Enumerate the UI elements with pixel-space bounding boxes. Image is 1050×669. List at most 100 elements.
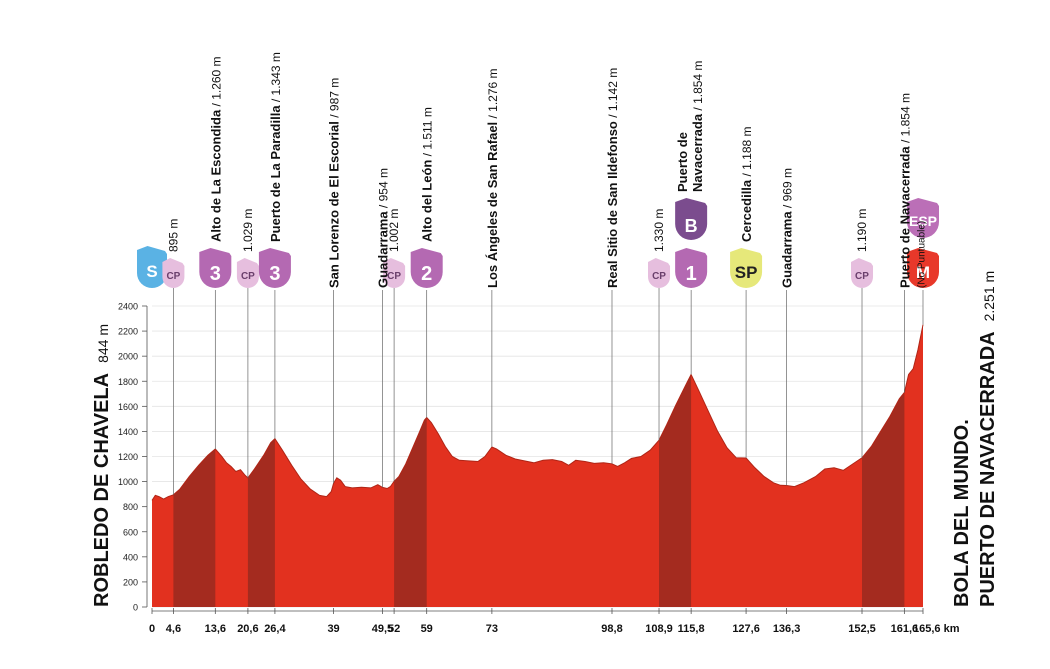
x-tick-label: 0 — [149, 623, 155, 635]
waypoint-altitude: / 1.511 m — [421, 107, 435, 159]
waypoint-name: Guadarrama — [375, 211, 390, 288]
leader-lines — [173, 288, 924, 495]
category-badge-label: 1 — [686, 263, 697, 285]
finish-badge-label: M — [916, 263, 930, 282]
y-tick-label: 600 — [123, 527, 138, 537]
y-tick-label: 2400 — [118, 302, 138, 312]
waypoint-altitude: / 1.854 m — [898, 93, 912, 146]
y-tick-label: 400 — [123, 552, 138, 562]
x-tick-label: 13,6 — [205, 623, 226, 635]
cp-badge-label: CP — [166, 271, 180, 282]
x-tick-label: 115,8 — [678, 623, 705, 635]
waypoint-altitude: / 987 m — [328, 78, 342, 121]
profile-fill — [152, 324, 923, 607]
x-tick-label: 165,6 km — [913, 623, 960, 635]
climb-shading — [862, 392, 905, 607]
sprint-badge-label: SP — [735, 263, 758, 282]
x-tick-label: 136,3 — [773, 623, 801, 635]
x-tick-label: 39 — [327, 623, 339, 635]
x-tick-label: 127,6 — [732, 623, 760, 635]
cp-badge-label: CP — [387, 271, 401, 282]
waypoint-name: Los Ángeles de San Rafael — [485, 122, 500, 288]
y-tick-label: 1200 — [118, 452, 138, 462]
cp-badge — [162, 258, 185, 288]
waypoint-altitude: / 1.188 m — [740, 126, 754, 179]
y-tick-label: 1000 — [118, 477, 138, 487]
waypoint-altitude: 1.002 m — [387, 209, 401, 252]
waypoint-note: (No Puntuable) — [916, 221, 927, 288]
x-tick-label: 161,6 — [891, 623, 919, 635]
cp-badge — [383, 258, 406, 288]
waypoint-label: Puerto de Navacerrada / 1.854 m — [897, 93, 912, 288]
waypoint-name: Puerto de — [675, 132, 690, 192]
waypoint-label: Alto de La Escondida / 1.260 m — [208, 56, 223, 242]
waypoint-label: Alto del León / 1.511 m — [420, 107, 435, 242]
finish-altitude-label: 2.251 m — [981, 271, 997, 322]
x-tick-label: 20,6 — [237, 623, 258, 635]
waypoint-label: Guadarrama / 954 m — [375, 168, 390, 288]
category-badge-label: 3 — [210, 263, 221, 285]
profile-area — [151, 324, 924, 607]
x-tick-label: 4,6 — [166, 623, 181, 635]
waypoint-altitude: / 954 m — [376, 168, 390, 211]
cp-badge — [851, 258, 874, 288]
waypoint-altitude: 1.029 m — [241, 209, 255, 252]
x-tick-label: 152,5 — [848, 623, 876, 635]
waypoint-name: Guadarrama — [780, 211, 795, 288]
waypoint-altitude: 1.330 m — [652, 209, 666, 252]
cp-badge-label: CP — [652, 271, 666, 282]
category-badge-label: 2 — [421, 263, 432, 285]
waypoint-label: Los Ángeles de San Rafael / 1.276 m — [485, 68, 500, 288]
x-tick-label: 59 — [421, 623, 433, 635]
waypoint-name: Puerto de La Paradilla — [268, 105, 283, 242]
start-badge — [137, 246, 167, 288]
category-badge — [199, 248, 232, 288]
waypoint-label: Guadarrama / 969 m — [780, 168, 795, 288]
finish-label-line-1: BOLA DEL MUNDO. — [951, 419, 973, 607]
waypoint-name: Alto del León — [420, 160, 435, 242]
y-tick-label: 1400 — [118, 427, 138, 437]
category-badge — [675, 248, 708, 288]
waypoint-label: Puerto de — [675, 132, 690, 192]
y-tick-label: 2200 — [118, 327, 138, 337]
start-town-label: ROBLEDO DE CHAVELA — [91, 373, 113, 607]
waypoint-altitude: / 969 m — [781, 168, 795, 211]
waypoint-name: Puerto de Navacerrada — [897, 146, 912, 288]
waypoint-name: Alto de La Escondida — [208, 109, 223, 242]
waypoint-label-line-2: Navacerrada / 1.854 m — [690, 61, 705, 192]
waypoint-label: Real Sitio de San Ildefonso / 1.142 m — [605, 68, 620, 288]
waypoint-altitude: / 1.343 m — [269, 52, 283, 105]
waypoint-label: Puerto de La Paradilla / 1.343 m — [268, 52, 283, 242]
sprint-badge — [730, 248, 763, 288]
y-axis: 0 200 400 600 800 1000 1200 1400 1600 1800 2000 220… — [118, 302, 148, 613]
cp-badge — [236, 258, 259, 288]
y-tick-label: 1600 — [118, 402, 138, 412]
waypoint-label: Cercedilla / 1.188 m — [739, 126, 754, 242]
x-tick-label: 52 — [388, 623, 400, 635]
x-tick-label: 98,8 — [601, 623, 622, 635]
waypoint-altitude: / 1.142 m — [606, 68, 620, 121]
waypoint-altitude: / 1.276 m — [486, 68, 500, 121]
waypoint-name: Real Sitio de San Ildefonso — [605, 121, 620, 288]
waypoint-name: San Lorenzo de El Escorial — [327, 121, 342, 288]
y-tick-label: 1800 — [118, 377, 138, 387]
y-tick-label: 2000 — [118, 352, 138, 362]
esp-badge-label: ESP — [909, 213, 937, 229]
cp-badge-label: CP — [241, 271, 255, 282]
waypoint-altitude: / 1.260 m — [209, 56, 223, 109]
climb-shading — [173, 449, 216, 607]
bonus-badge-label: B — [685, 216, 698, 236]
waypoint-name: Cercedilla — [739, 179, 754, 242]
waypoint-labels: 895 m Alto de La Escondida / 1.260 m 1.029… — [166, 52, 927, 288]
x-tick-label: 49,5 — [372, 623, 393, 635]
waypoint-badges: S CP 3 CP 3 CP 2 CP 1 B SP CP M ESP — [137, 198, 939, 288]
x-tick-label: 26,4 — [264, 623, 286, 635]
waypoint-label: San Lorenzo de El Escorial / 987 m — [327, 78, 342, 288]
bonus-badge — [675, 198, 708, 240]
start-badge-label: S — [146, 262, 157, 281]
x-tick-label: 108,9 — [645, 623, 673, 635]
start-altitude-label: 844 m — [95, 324, 111, 363]
x-tick-label: 73 — [486, 623, 498, 635]
cp-badge-label: CP — [855, 271, 869, 282]
